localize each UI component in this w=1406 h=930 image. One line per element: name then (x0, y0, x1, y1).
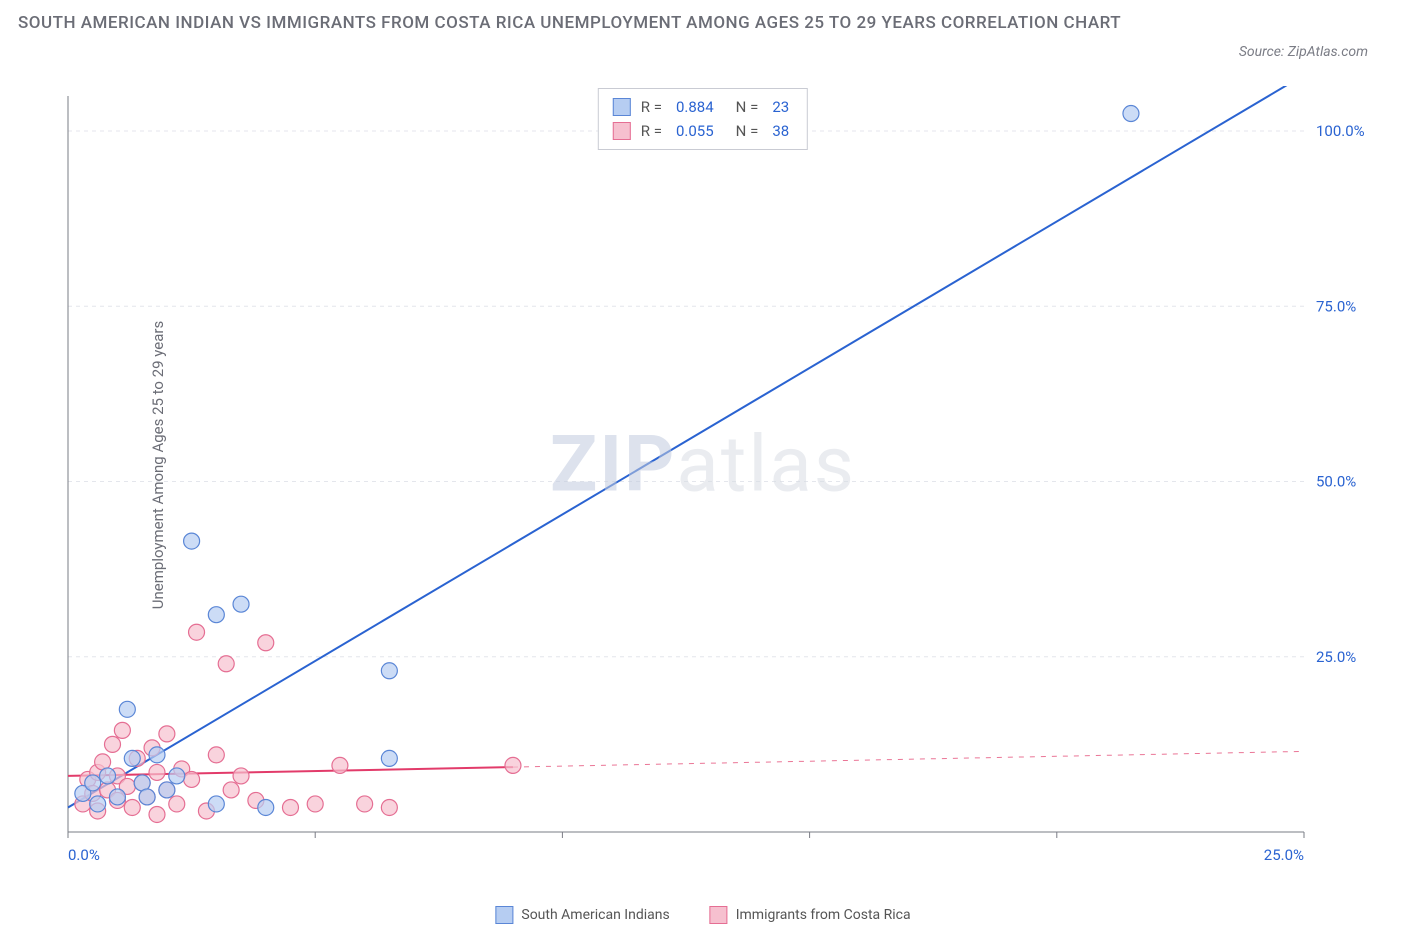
r-label: R = (641, 95, 662, 119)
n-value: 23 (772, 95, 789, 119)
svg-text:50.0%: 50.0% (1316, 473, 1356, 491)
svg-text:75.0%: 75.0% (1316, 297, 1356, 315)
legend-swatch-icon (495, 906, 513, 924)
r-value: 0.055 (676, 119, 714, 143)
legend-entry: Immigrants from Costa Rica (710, 906, 911, 924)
chart-area: 25.0% 50.0% 75.0% 100.0% 0.0% 25.0% (58, 86, 1380, 876)
n-label: N = (736, 119, 759, 143)
scatter-plot: 25.0% 50.0% 75.0% 100.0% 0.0% 25.0% (58, 86, 1380, 876)
r-value: 0.884 (676, 95, 714, 119)
n-label: N = (736, 95, 759, 119)
source-label: Source: ZipAtlas.com (1239, 44, 1368, 60)
svg-text:25.0%: 25.0% (1264, 846, 1304, 864)
legend-series-name: South American Indians (521, 907, 669, 923)
svg-text:0.0%: 0.0% (68, 846, 100, 864)
legend-row: R = 0.884 N = 23 (613, 95, 793, 119)
legend-swatch-icon (710, 906, 728, 924)
r-label: R = (641, 119, 662, 143)
legend-entry: South American Indians (495, 906, 669, 924)
legend-swatch-icon (613, 98, 631, 116)
legend-row: R = 0.055 N = 38 (613, 119, 793, 143)
svg-text:25.0%: 25.0% (1316, 648, 1356, 666)
svg-text:100.0%: 100.0% (1316, 122, 1365, 140)
n-value: 38 (772, 119, 789, 143)
series-legend: South American Indians Immigrants from Co… (495, 906, 910, 924)
chart-title: SOUTH AMERICAN INDIAN VS IMMIGRANTS FROM… (18, 10, 1138, 37)
correlation-legend: R = 0.884 N = 23 R = 0.055 N = 38 (598, 88, 808, 150)
legend-swatch-icon (613, 122, 631, 140)
legend-series-name: Immigrants from Costa Rica (736, 907, 911, 923)
